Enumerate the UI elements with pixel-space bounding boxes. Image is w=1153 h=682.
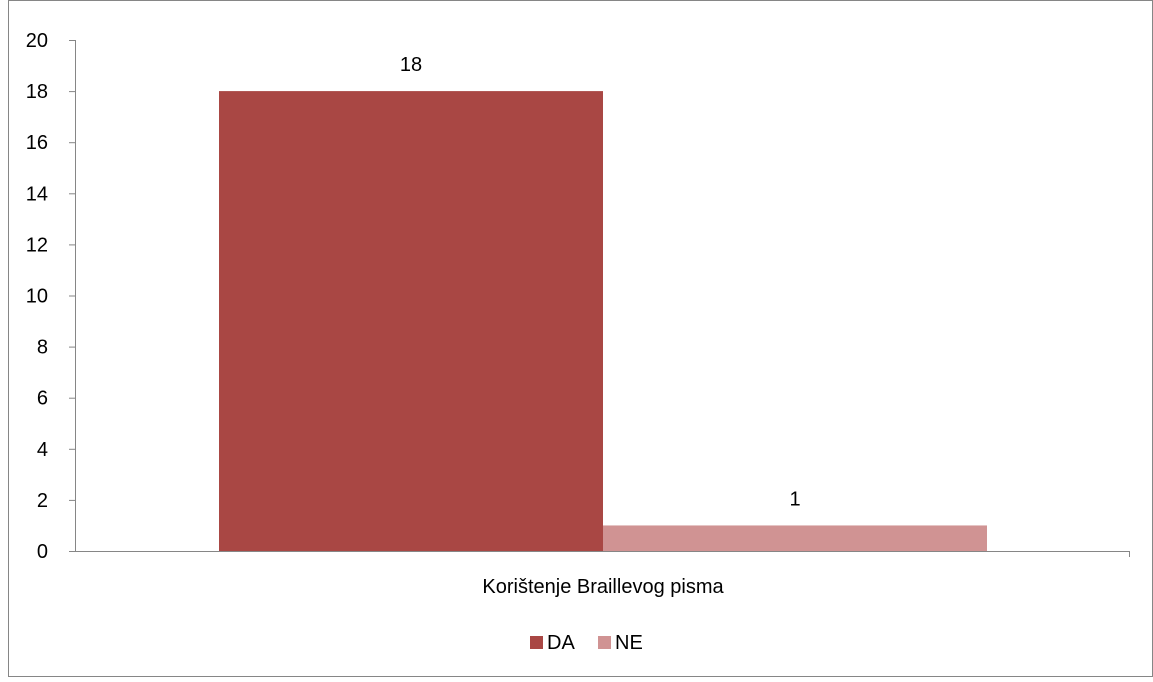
bars bbox=[219, 91, 987, 551]
data-labels: 18 1 bbox=[400, 54, 801, 510]
data-label-ne: 1 bbox=[789, 488, 800, 510]
y-tick-label: 14 bbox=[26, 183, 48, 205]
bar-da bbox=[219, 91, 603, 551]
y-tick-label: 4 bbox=[37, 439, 48, 461]
legend-swatch-da bbox=[530, 636, 543, 649]
y-tick-label: 10 bbox=[26, 286, 48, 308]
y-tick-label: 8 bbox=[37, 337, 48, 359]
y-tick-label: 6 bbox=[37, 388, 48, 410]
legend-swatch-ne bbox=[598, 636, 611, 649]
data-label-da: 18 bbox=[400, 54, 422, 76]
y-tick-label: 12 bbox=[26, 234, 48, 256]
y-tick-label: 2 bbox=[37, 490, 48, 512]
x-category-label: Korištenje Braillevog pisma bbox=[482, 576, 724, 598]
x-axis bbox=[75, 551, 1130, 557]
legend: DA NE bbox=[530, 632, 643, 654]
y-tick-label: 20 bbox=[26, 30, 48, 52]
y-tick-label: 16 bbox=[26, 132, 48, 154]
legend-label-da: DA bbox=[547, 632, 575, 654]
legend-label-ne: NE bbox=[615, 632, 643, 654]
bar-ne bbox=[603, 525, 987, 551]
y-axis: 0 2 4 6 8 10 12 14 16 18 20 bbox=[26, 30, 76, 563]
y-tick-label: 0 bbox=[37, 541, 48, 563]
y-tick-label: 18 bbox=[26, 81, 48, 103]
